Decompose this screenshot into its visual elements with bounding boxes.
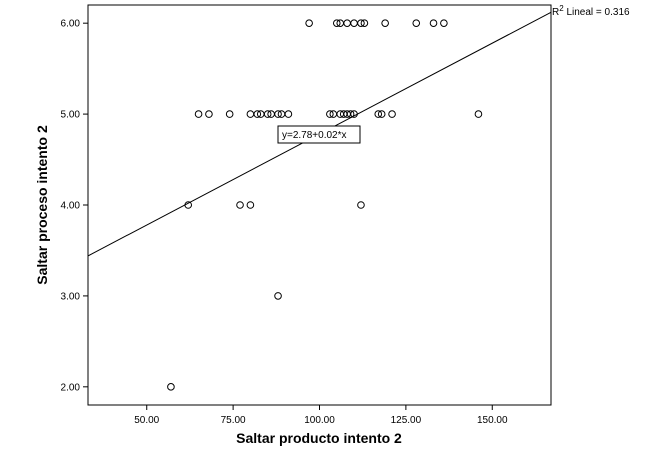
y-axis-title: Saltar proceso intento 2	[34, 125, 50, 285]
data-point	[326, 110, 334, 118]
x-tick-label: 50.00	[134, 415, 159, 426]
r-squared-label: R2 Lineal = 0.316	[552, 4, 630, 18]
data-point	[350, 110, 358, 118]
x-axis-title: Saltar producto intento 2	[236, 430, 402, 446]
data-point	[225, 110, 234, 118]
data-point	[236, 201, 244, 209]
data-point	[194, 110, 203, 118]
y-tick-label: 2.00	[61, 382, 81, 393]
x-tick-label: 75.00	[221, 415, 246, 426]
data-point	[263, 110, 272, 118]
x-tick-label: 150.00	[477, 415, 508, 426]
axis-ticks: 50.00 75.00 100.00 125.00 150.00 2.00 3.00 4.00…	[61, 19, 508, 426]
data-point	[374, 110, 383, 118]
fit-line-equation: y=2.78+0.02*x	[282, 130, 347, 141]
data-point	[346, 110, 355, 118]
data-point	[305, 19, 313, 27]
data-point	[381, 19, 389, 27]
data-point	[429, 19, 438, 27]
y-tick-label: 5.00	[61, 110, 81, 121]
data-point	[284, 110, 293, 118]
data-point	[360, 19, 369, 27]
data-point	[246, 201, 255, 209]
data-point	[184, 201, 193, 209]
data-point	[474, 110, 483, 118]
data-point	[357, 201, 365, 209]
data-point	[440, 19, 448, 27]
data-point	[332, 19, 341, 27]
data-point	[388, 110, 396, 118]
x-tick-label: 100.00	[304, 415, 335, 426]
data-point	[205, 110, 213, 118]
y-tick-label: 4.00	[61, 201, 81, 212]
fit-line-label-box	[277, 125, 361, 144]
x-tick-label: 125.00	[391, 415, 422, 426]
data-point	[253, 110, 262, 118]
data-point	[377, 110, 386, 118]
data-point	[274, 110, 282, 118]
data-point	[357, 19, 365, 27]
data-point	[167, 383, 175, 391]
data-point	[412, 19, 421, 27]
data-points	[167, 19, 483, 391]
data-point	[274, 292, 282, 300]
plot-area	[87, 4, 552, 406]
y-tick-label: 6.00	[61, 19, 81, 30]
y-tick-label: 3.00	[61, 291, 81, 302]
fit-line-label: y=2.78+0.02*x	[277, 125, 361, 144]
